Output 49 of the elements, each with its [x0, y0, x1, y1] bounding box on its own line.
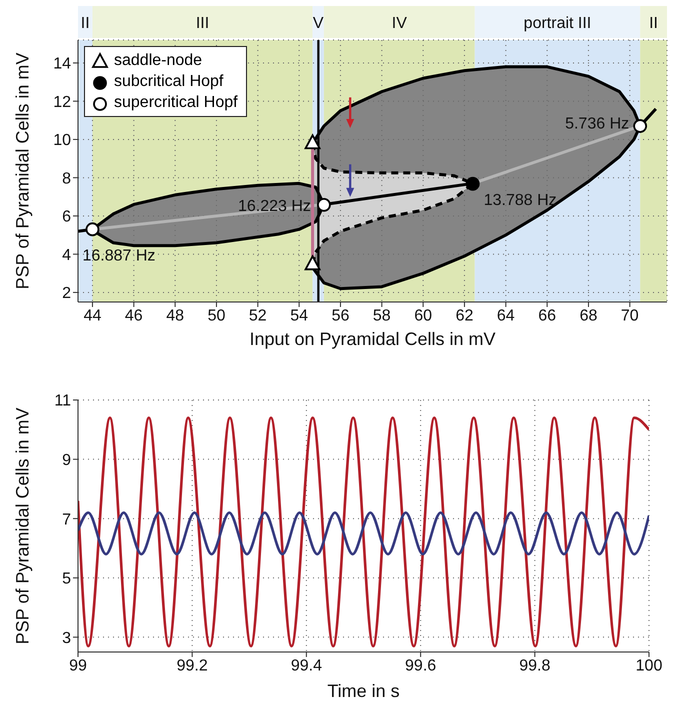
- y-tick-label: 2: [62, 285, 72, 302]
- band-label: V: [312, 15, 324, 32]
- x-tick-label: 64: [496, 307, 515, 324]
- x-tick-label: 99.6: [405, 657, 436, 674]
- x-tick-label: 58: [372, 307, 391, 324]
- x-tick-label: 62: [456, 307, 474, 324]
- x-tick-label: 70: [620, 307, 639, 324]
- x-axis-title: Input on Pyramidal Cells in mV: [249, 329, 496, 349]
- x-tick-label: 52: [248, 307, 267, 324]
- x-tick-label: 56: [332, 307, 350, 324]
- annotation: 13.788 Hz: [484, 192, 557, 210]
- band-label: IV: [392, 15, 408, 32]
- y-tick-label: 14: [53, 56, 72, 73]
- y-tick-label: 6: [62, 208, 72, 226]
- x-tick-label: 44: [84, 307, 102, 324]
- band-label: III: [196, 15, 210, 32]
- y-tick-label: 9: [62, 452, 72, 469]
- y-tick-label: 4: [62, 246, 72, 264]
- y-tick-label: 11: [54, 392, 72, 410]
- x-tick-label: 99: [69, 657, 87, 674]
- annotation: 5.736 Hz: [565, 115, 630, 132]
- band-label: portrait III: [524, 15, 592, 32]
- x-tick-label: 99.8: [519, 657, 550, 674]
- y-axis-title: PSP of Pyramidal Cells in mV: [12, 408, 32, 644]
- x-tick-label: 66: [538, 307, 556, 324]
- x-tick-label: 68: [580, 307, 598, 324]
- y-tick-label: 10: [53, 132, 72, 150]
- x-tick-label: 48: [166, 307, 184, 324]
- annotation: 16.887 Hz: [82, 248, 156, 265]
- x-tick-label: 100: [636, 657, 662, 674]
- y-tick-label: 7: [62, 511, 72, 528]
- x-tick-label: 50: [208, 307, 226, 324]
- legend-label: supercritical Hopf: [114, 93, 238, 113]
- legend-label: subcritical Hopf: [114, 72, 224, 92]
- annotation: 16.223 Hz: [238, 198, 311, 216]
- legend-label: saddle-node: [114, 51, 202, 71]
- x-tick-label: 99.2: [176, 657, 208, 674]
- band-label: II: [80, 15, 90, 32]
- x-tick-label: 54: [290, 307, 308, 324]
- x-tick-label: 46: [124, 307, 143, 324]
- y-tick-label: 8: [62, 170, 72, 188]
- y-tick-label: 12: [53, 94, 72, 111]
- x-tick-label: 99.4: [290, 657, 322, 674]
- y-tick-label: 5: [62, 570, 72, 588]
- y-axis-title: PSP of Pyramidal Cells in mV: [12, 52, 32, 290]
- x-tick-label: 60: [414, 307, 432, 324]
- x-axis-title: Time in s: [327, 681, 400, 701]
- band-label: II: [649, 15, 658, 32]
- y-tick-label: 3: [62, 630, 72, 647]
